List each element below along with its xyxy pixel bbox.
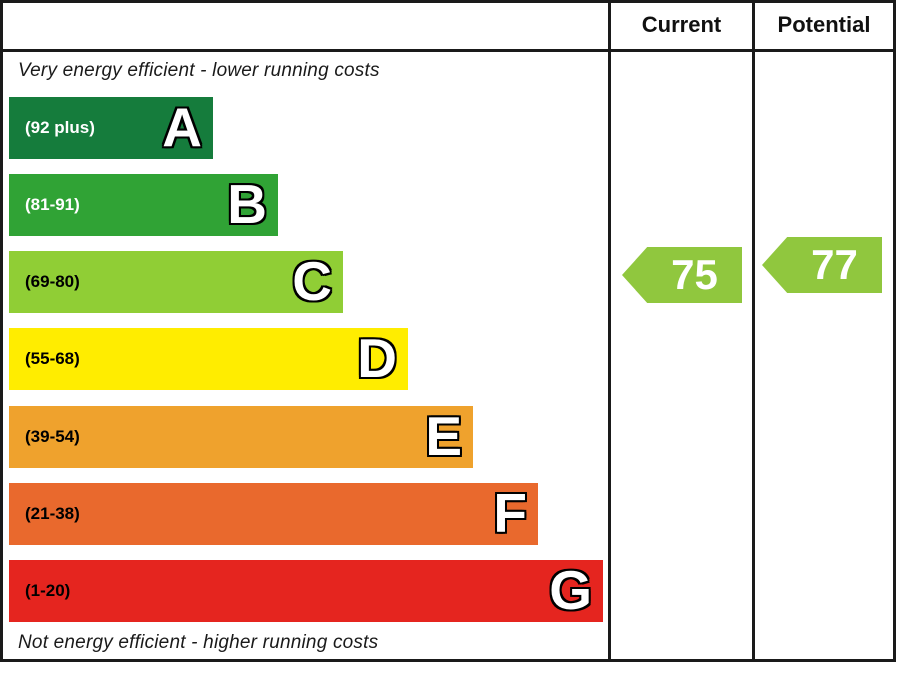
band-b-range-label: (81-91) xyxy=(25,195,80,214)
divider-current-potential xyxy=(752,0,755,662)
top-note: Very energy efficient - lower running co… xyxy=(18,60,380,81)
band-a-range-label: (92 plus) xyxy=(25,118,95,137)
band-a-letter: A xyxy=(162,96,202,158)
band-b-bar: (81-91) B xyxy=(9,174,278,236)
band-b-letter: B xyxy=(227,173,267,235)
band-e-range-label: (39-54) xyxy=(25,427,80,446)
potential-rating-arrow: 77 xyxy=(762,237,882,293)
bottom-note: Not energy efficient - higher running co… xyxy=(18,632,379,653)
band-f-letter: F xyxy=(493,482,527,544)
band-c-bar: (69-80) C xyxy=(9,251,343,313)
divider-chart-current xyxy=(608,0,611,662)
band-c-range-label: (69-80) xyxy=(25,272,80,291)
band-e-bar: (39-54) E xyxy=(9,406,473,468)
current-rating-arrow: 75 xyxy=(622,247,742,303)
band-a-bar: (92 plus) A xyxy=(9,97,213,159)
band-f-range-label: (21-38) xyxy=(25,504,80,523)
band-f-bar: (21-38) F xyxy=(9,483,538,545)
band-g-range-label: (1-20) xyxy=(25,581,71,600)
band-g-bar: (1-20) G xyxy=(9,560,603,622)
band-d-bar: (55-68) D xyxy=(9,328,408,390)
band-g-letter: G xyxy=(549,559,592,621)
band-e-letter: E xyxy=(425,405,462,467)
band-c-letter: C xyxy=(292,250,332,312)
header-divider xyxy=(0,49,896,52)
current-column-header: Current xyxy=(641,11,722,37)
current-rating-value: 75 xyxy=(671,251,718,298)
band-d-range-label: (55-68) xyxy=(25,349,80,368)
potential-rating-value: 77 xyxy=(811,241,858,288)
band-d-letter: D xyxy=(357,327,397,389)
potential-column-header: Potential xyxy=(777,11,871,37)
